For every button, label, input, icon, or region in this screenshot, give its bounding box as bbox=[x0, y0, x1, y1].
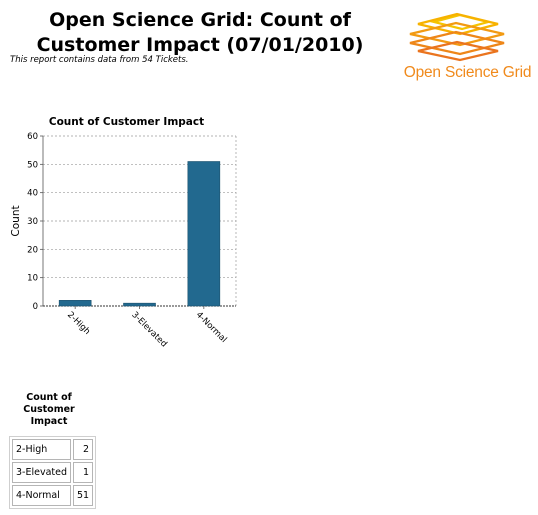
osg-logo-icon bbox=[409, 12, 505, 62]
table-cell-value: 1 bbox=[73, 462, 94, 483]
bar bbox=[187, 161, 221, 307]
y-tick-label: 60 bbox=[27, 132, 38, 142]
table-cell-value: 2 bbox=[73, 439, 94, 460]
report-subtitle: This report contains data from 54 Ticket… bbox=[10, 55, 189, 65]
y-tick-label: 40 bbox=[27, 189, 38, 199]
table-caption-line: Count of bbox=[26, 392, 72, 403]
y-tick-label: 20 bbox=[27, 245, 38, 255]
x-tick-label: 3-Elevated bbox=[129, 310, 168, 349]
chart-title: Count of Customer Impact bbox=[49, 116, 204, 128]
bar-chart: Count of Customer Impact 0 10 20 30 40 50 60 Cou… bbox=[10, 116, 237, 349]
table-caption-line: Customer bbox=[23, 404, 75, 415]
table-cell-label: 2-High bbox=[12, 439, 71, 460]
y-tick-label: 30 bbox=[27, 217, 38, 227]
report-title: Open Science Grid: Count of Customer Imp… bbox=[10, 8, 390, 58]
report-title-line-2: Customer Impact (07/01/2010) bbox=[36, 34, 364, 56]
table-caption-line: Impact bbox=[30, 416, 68, 427]
y-tick-label: 10 bbox=[27, 274, 38, 284]
bar bbox=[58, 300, 92, 307]
y-tick-label: 50 bbox=[27, 160, 38, 170]
bar bbox=[123, 302, 156, 307]
count-table: 2-High 2 3-Elevated 1 4-Normal 51 bbox=[9, 436, 97, 509]
osg-logo-text: Open Science Grid bbox=[403, 64, 532, 81]
x-tick-label: 4-Normal bbox=[194, 310, 229, 345]
table-row: 4-Normal 51 bbox=[12, 485, 94, 506]
table-row: 2-High 2 bbox=[12, 439, 94, 460]
y-tick-label: 0 bbox=[33, 302, 38, 312]
osg-logo: Open Science Grid bbox=[400, 12, 535, 82]
table-row: 3-Elevated 1 bbox=[12, 462, 94, 483]
table-cell-value: 51 bbox=[73, 485, 94, 506]
report-title-line-1: Open Science Grid: Count of bbox=[49, 9, 351, 31]
table-cell-label: 3-Elevated bbox=[12, 462, 71, 483]
table-cell-label: 4-Normal bbox=[12, 485, 71, 506]
table-caption: Count of Customer Impact bbox=[12, 392, 86, 428]
y-axis-label: Count bbox=[10, 205, 22, 236]
x-tick-label: 2-High bbox=[65, 310, 92, 337]
